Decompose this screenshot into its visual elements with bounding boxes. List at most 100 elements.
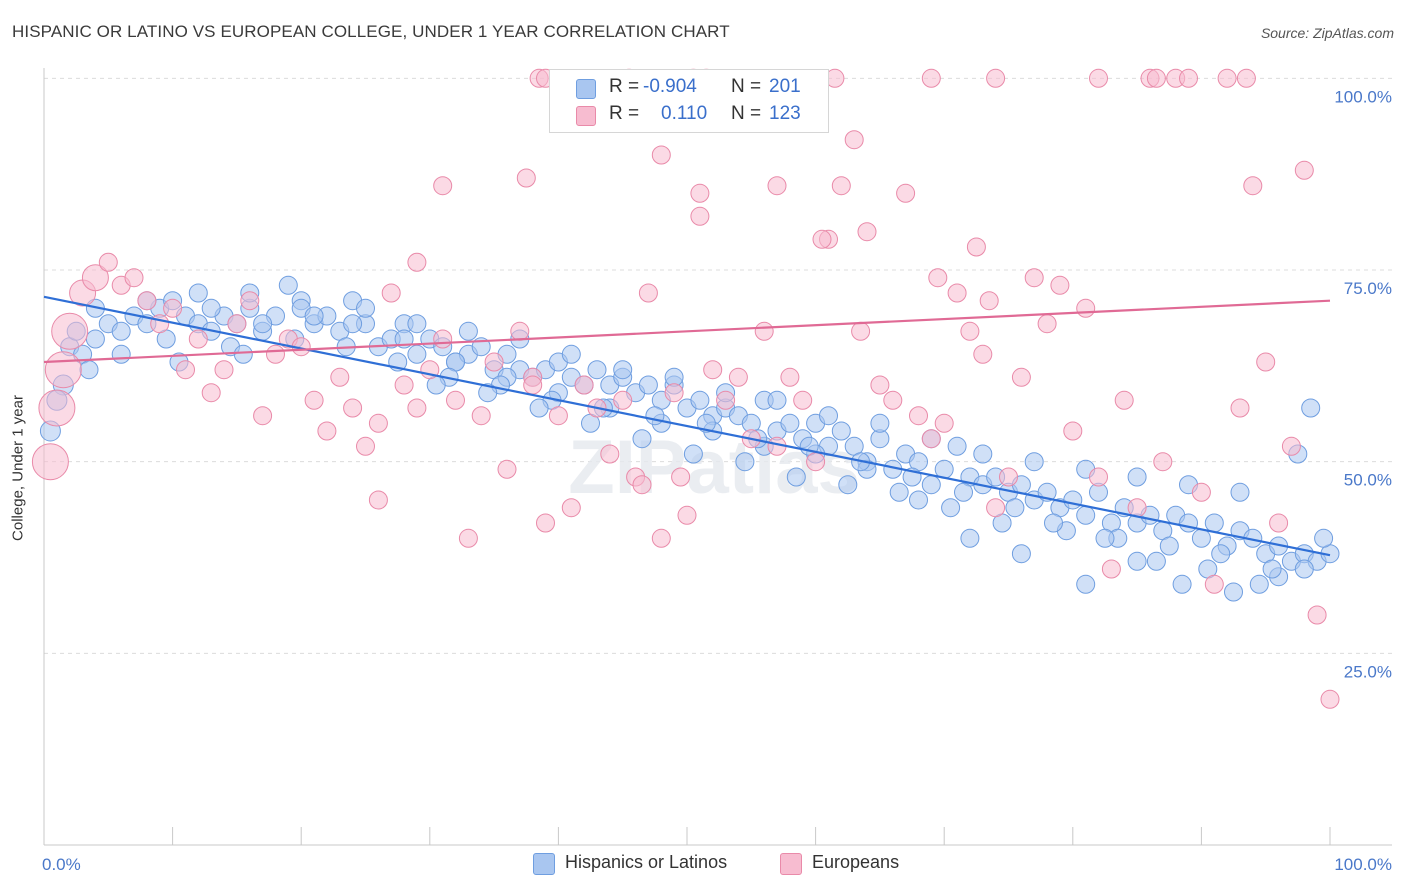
data-point xyxy=(600,444,620,464)
data-point xyxy=(638,283,658,303)
data-point xyxy=(1005,498,1025,518)
data-point xyxy=(150,314,170,334)
data-point xyxy=(664,383,684,403)
legend-swatch-european xyxy=(576,106,596,126)
data-point xyxy=(1024,452,1044,472)
data-point xyxy=(896,183,916,203)
data-point xyxy=(1127,467,1147,487)
data-point xyxy=(561,344,581,364)
source-label: Source: ZipAtlas.com xyxy=(1260,25,1394,41)
data-point xyxy=(1230,398,1250,418)
data-point xyxy=(1224,582,1243,602)
data-point xyxy=(587,360,607,380)
data-point xyxy=(253,314,273,334)
data-point xyxy=(227,314,247,334)
data-point xyxy=(690,206,710,226)
data-point xyxy=(343,398,363,418)
data-point xyxy=(81,264,109,292)
data-point xyxy=(645,406,665,426)
data-point xyxy=(928,268,948,288)
data-point xyxy=(1262,559,1282,579)
data-point xyxy=(1095,528,1115,548)
data-point xyxy=(851,321,871,341)
data-point xyxy=(394,375,414,395)
data-point xyxy=(407,398,427,418)
data-point xyxy=(883,390,903,410)
data-point xyxy=(941,498,961,518)
data-point xyxy=(960,321,980,341)
data-point xyxy=(433,329,453,349)
data-point xyxy=(921,429,941,449)
data-point xyxy=(1089,467,1108,487)
data-point xyxy=(1114,390,1134,410)
series-layer xyxy=(31,68,1340,709)
data-point xyxy=(947,436,967,456)
y-tick-label: 50.0% xyxy=(1344,471,1392,490)
y-tick-label: 100.0% xyxy=(1334,87,1392,106)
data-point xyxy=(407,344,427,364)
data-point xyxy=(1320,689,1340,709)
data-point xyxy=(613,360,633,380)
data-point xyxy=(51,312,89,350)
x-tick-label: 0.0% xyxy=(42,855,81,874)
data-point xyxy=(484,352,504,372)
data-point xyxy=(1230,482,1250,502)
legend-r-label: R = xyxy=(609,76,640,97)
data-point xyxy=(433,176,453,196)
y-tick-label: 75.0% xyxy=(1344,279,1392,298)
legend-n-label: N = xyxy=(731,103,762,124)
data-point xyxy=(368,490,388,510)
data-point xyxy=(188,329,208,349)
legend-item-european[interactable]: Europeans xyxy=(780,852,920,876)
data-point xyxy=(1153,452,1173,472)
data-point xyxy=(561,498,581,518)
data-point xyxy=(111,321,131,341)
data-point xyxy=(548,406,568,426)
data-point xyxy=(137,291,157,311)
trend-line-hispanic xyxy=(43,295,1331,557)
data-point xyxy=(1063,421,1083,441)
x-tick-label: 100.0% xyxy=(1334,855,1392,874)
data-point xyxy=(1050,275,1070,295)
data-point xyxy=(1076,298,1096,318)
data-point xyxy=(1159,536,1179,556)
data-point xyxy=(1281,436,1301,456)
data-point xyxy=(1236,68,1256,88)
data-point xyxy=(1191,528,1211,548)
data-point xyxy=(973,344,993,364)
data-point xyxy=(330,367,350,387)
data-point xyxy=(1243,176,1263,196)
data-point xyxy=(831,176,851,196)
data-point xyxy=(1301,398,1321,418)
data-point xyxy=(947,283,967,303)
data-point xyxy=(233,344,253,364)
data-point xyxy=(1256,352,1276,372)
data-point xyxy=(458,321,478,341)
data-point xyxy=(317,421,337,441)
trend-layer xyxy=(43,295,1331,557)
data-point xyxy=(497,459,517,479)
data-point xyxy=(632,475,652,495)
data-point xyxy=(407,314,427,334)
legend-n-value: 201 xyxy=(769,76,801,97)
data-point xyxy=(973,444,993,464)
data-point xyxy=(85,329,105,349)
data-point xyxy=(934,413,954,433)
data-point xyxy=(671,467,691,487)
data-point xyxy=(1269,513,1289,533)
data-point xyxy=(1249,574,1269,594)
legend-n-label: N = xyxy=(731,76,762,97)
data-point xyxy=(368,413,388,433)
data-point xyxy=(124,268,144,288)
legend-item-hispanic[interactable]: Hispanics or Latinos xyxy=(533,852,763,876)
data-point xyxy=(690,390,710,410)
data-point xyxy=(356,436,375,456)
data-point xyxy=(98,252,118,272)
data-point xyxy=(516,168,536,188)
data-point xyxy=(510,321,530,341)
data-point xyxy=(44,351,82,389)
data-point xyxy=(632,429,652,449)
data-point xyxy=(979,291,999,311)
data-point xyxy=(201,298,221,318)
